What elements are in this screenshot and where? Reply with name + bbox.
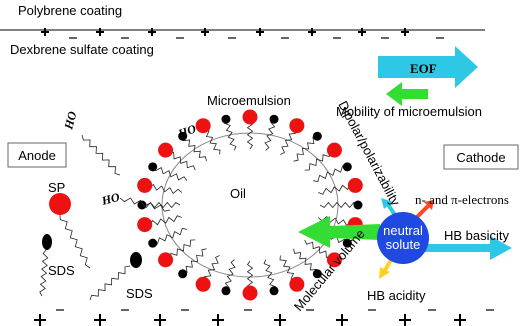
eof-arrow xyxy=(378,46,478,88)
sp-head xyxy=(326,252,342,268)
microemulsion-droplet xyxy=(137,109,363,301)
surfactant-tail xyxy=(264,118,276,151)
sds-head xyxy=(269,286,279,296)
oil-label: Oil xyxy=(230,186,246,201)
solute-label: solute xyxy=(386,237,421,252)
surfactant-tail xyxy=(152,166,188,181)
volume-arrow-head xyxy=(298,216,380,248)
surfactant-tail xyxy=(224,259,236,292)
sds-label: SDS xyxy=(126,286,153,301)
free-surfactants xyxy=(39,134,171,301)
sp-head xyxy=(347,177,363,193)
mobility-label: Mobility of microemulsion xyxy=(336,104,482,119)
surfactant-tail xyxy=(293,135,318,162)
charges xyxy=(34,28,494,326)
sds-head xyxy=(221,286,231,296)
surfactant-tail xyxy=(293,248,318,274)
surfactant-tail xyxy=(182,136,207,162)
mobility-arrow xyxy=(386,82,428,106)
sp-head xyxy=(158,142,174,158)
sds-tail xyxy=(39,249,49,297)
sp-head xyxy=(242,285,258,301)
sp-head xyxy=(242,109,258,125)
sp-head xyxy=(137,177,153,193)
sds-head xyxy=(178,269,188,279)
anode-label: Anode xyxy=(18,148,56,163)
sp-head xyxy=(195,118,211,134)
solute-label: neutral xyxy=(383,223,423,238)
top-coating-label: Polybrene coating xyxy=(18,3,122,18)
sds-head xyxy=(269,114,279,124)
ho-tail xyxy=(119,197,171,212)
dipolar-arrow-head xyxy=(381,198,393,209)
electrons-arrow-head xyxy=(424,200,434,210)
sds-head xyxy=(312,269,322,279)
sds-head xyxy=(42,234,52,250)
microemulsion-label: Microemulsion xyxy=(207,93,291,108)
sds-head xyxy=(148,162,158,172)
electrons-label: n- and π-electrons xyxy=(415,192,509,207)
sds-head xyxy=(312,131,322,141)
sds-head xyxy=(342,238,352,248)
anode-box xyxy=(7,142,67,168)
bottom-coating-label: Dexbrene sulfate coating xyxy=(10,42,154,57)
hb-basicity-label: HB basicity xyxy=(444,228,510,243)
cathode-label: Cathode xyxy=(456,150,505,165)
surfactant-tail xyxy=(319,201,359,209)
hydroxyl-label: HO xyxy=(61,109,80,131)
hb-acidity-label: HB acidity xyxy=(367,288,426,303)
surfactant-tail xyxy=(152,228,187,245)
neutral-solute xyxy=(377,212,429,264)
sp-head xyxy=(49,193,71,215)
sds-label: SDS xyxy=(48,263,75,278)
sp-head xyxy=(195,276,211,292)
oil-core xyxy=(161,132,339,278)
surfactant-tail xyxy=(313,165,348,182)
surfactant-tail xyxy=(223,119,237,151)
sp-head xyxy=(137,217,153,233)
sds-head xyxy=(178,131,188,141)
sds-head xyxy=(137,200,147,210)
surfactant-tail xyxy=(141,201,181,209)
sp-label: SP xyxy=(48,180,65,195)
sp-head xyxy=(326,142,342,158)
hydroxyl-label: HO xyxy=(99,190,121,209)
cathode-box xyxy=(443,144,519,170)
sp-head xyxy=(158,252,174,268)
ho-tail xyxy=(81,134,121,176)
sp-head xyxy=(289,118,305,134)
hb-acidity-arrow-head xyxy=(379,267,390,279)
surfactant-tail xyxy=(182,248,207,275)
hydroxyl-label: HO xyxy=(175,121,198,141)
sds-head xyxy=(148,238,158,248)
sds-head xyxy=(130,252,142,268)
hb-basicity-arrow xyxy=(420,236,512,260)
sds-head xyxy=(353,200,363,210)
surfactant-tail xyxy=(263,259,277,291)
sds-head xyxy=(342,162,352,172)
sds-tail xyxy=(89,265,131,301)
sds-head xyxy=(221,114,231,124)
sp-head xyxy=(289,276,305,292)
sp-tail xyxy=(59,213,91,269)
eof-label: EOF xyxy=(410,61,437,76)
